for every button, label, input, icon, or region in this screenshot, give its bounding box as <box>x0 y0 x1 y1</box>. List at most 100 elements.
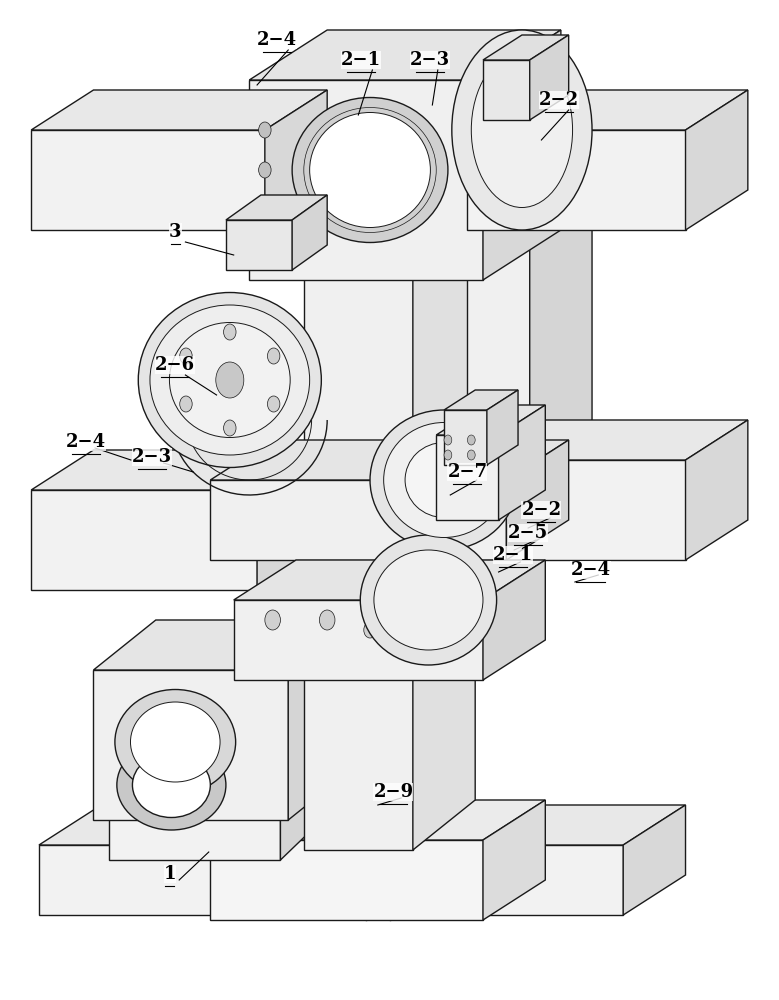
Polygon shape <box>210 440 569 480</box>
Polygon shape <box>288 620 351 820</box>
Polygon shape <box>304 250 413 850</box>
Circle shape <box>259 162 271 178</box>
Ellipse shape <box>132 752 210 818</box>
Polygon shape <box>483 35 569 60</box>
Text: 2−6: 2−6 <box>155 356 196 374</box>
Text: 2−2: 2−2 <box>521 501 562 519</box>
Ellipse shape <box>383 422 505 538</box>
Polygon shape <box>234 805 296 915</box>
Circle shape <box>224 420 236 436</box>
Ellipse shape <box>405 442 483 518</box>
Polygon shape <box>93 670 288 820</box>
Polygon shape <box>280 660 343 860</box>
Ellipse shape <box>360 535 497 665</box>
Text: 2−9: 2−9 <box>373 783 414 801</box>
Polygon shape <box>210 840 483 920</box>
Polygon shape <box>530 35 569 120</box>
Circle shape <box>460 610 475 630</box>
Polygon shape <box>109 720 280 860</box>
Polygon shape <box>292 195 327 270</box>
Ellipse shape <box>138 292 321 468</box>
Ellipse shape <box>117 740 226 830</box>
Polygon shape <box>226 220 292 270</box>
Polygon shape <box>304 200 475 250</box>
Text: 2−5: 2−5 <box>508 524 548 542</box>
Polygon shape <box>436 435 499 520</box>
Polygon shape <box>506 440 569 560</box>
Polygon shape <box>257 450 319 590</box>
Polygon shape <box>475 420 748 460</box>
Ellipse shape <box>169 322 290 438</box>
Polygon shape <box>413 200 475 850</box>
Circle shape <box>364 622 376 638</box>
Text: 2−7: 2−7 <box>447 463 488 481</box>
Polygon shape <box>93 620 351 670</box>
Polygon shape <box>234 560 545 600</box>
Polygon shape <box>249 80 483 280</box>
Text: 2−4: 2−4 <box>256 31 297 49</box>
Polygon shape <box>109 660 343 720</box>
Polygon shape <box>475 460 686 560</box>
Polygon shape <box>31 90 327 130</box>
Circle shape <box>224 324 236 340</box>
Polygon shape <box>428 845 623 915</box>
Ellipse shape <box>370 410 518 550</box>
Circle shape <box>467 450 475 460</box>
Text: 1: 1 <box>164 865 176 883</box>
Polygon shape <box>428 805 686 845</box>
Polygon shape <box>226 195 327 220</box>
Text: 2−3: 2−3 <box>132 448 172 466</box>
Circle shape <box>467 435 475 445</box>
Circle shape <box>267 348 280 364</box>
Polygon shape <box>483 30 561 280</box>
Text: 2−3: 2−3 <box>410 51 450 69</box>
Polygon shape <box>210 480 506 560</box>
Polygon shape <box>467 220 530 460</box>
Text: 2−1: 2−1 <box>492 546 533 564</box>
Ellipse shape <box>292 98 448 242</box>
Text: 2−2: 2−2 <box>539 91 580 109</box>
Circle shape <box>180 396 192 412</box>
Polygon shape <box>39 805 296 845</box>
Polygon shape <box>249 30 561 80</box>
Polygon shape <box>467 180 592 220</box>
Text: 2−4: 2−4 <box>570 561 611 579</box>
Circle shape <box>265 610 280 630</box>
Polygon shape <box>210 800 545 840</box>
Circle shape <box>444 450 452 460</box>
Circle shape <box>444 435 452 445</box>
Polygon shape <box>499 405 545 520</box>
Polygon shape <box>31 450 319 490</box>
Polygon shape <box>31 130 265 230</box>
Text: 2−1: 2−1 <box>340 51 381 69</box>
Polygon shape <box>483 560 545 680</box>
Circle shape <box>267 396 280 412</box>
Polygon shape <box>530 180 592 460</box>
Polygon shape <box>39 845 234 915</box>
Polygon shape <box>467 130 686 230</box>
Circle shape <box>259 202 271 218</box>
Circle shape <box>216 362 244 398</box>
Polygon shape <box>444 410 487 465</box>
Ellipse shape <box>150 305 309 455</box>
Polygon shape <box>31 490 257 590</box>
Polygon shape <box>436 405 545 435</box>
Polygon shape <box>234 600 483 680</box>
Ellipse shape <box>452 30 592 230</box>
Text: 3: 3 <box>169 223 182 241</box>
Polygon shape <box>444 390 518 410</box>
Ellipse shape <box>471 52 573 208</box>
Circle shape <box>180 348 192 364</box>
Text: 2−4: 2−4 <box>65 433 106 451</box>
Circle shape <box>259 122 271 138</box>
Ellipse shape <box>309 112 430 228</box>
Ellipse shape <box>131 702 220 782</box>
Polygon shape <box>686 420 748 560</box>
Polygon shape <box>686 90 748 230</box>
Polygon shape <box>483 800 545 920</box>
Polygon shape <box>623 805 686 915</box>
Circle shape <box>319 610 335 630</box>
Ellipse shape <box>115 690 235 794</box>
Ellipse shape <box>374 550 483 650</box>
Circle shape <box>421 610 436 630</box>
